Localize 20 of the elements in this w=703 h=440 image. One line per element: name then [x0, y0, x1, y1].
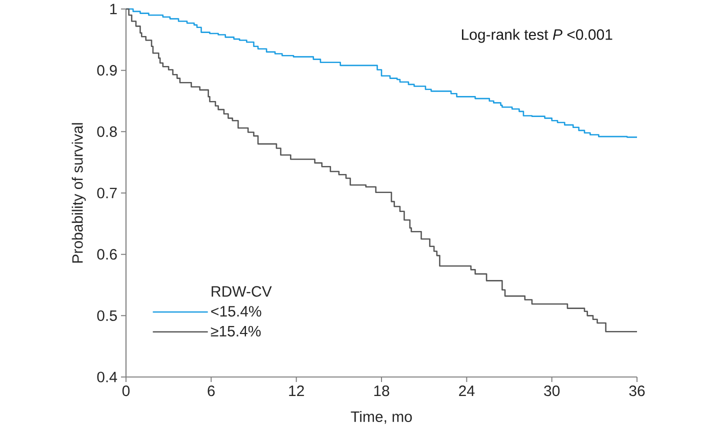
y-axis-title: Probability of survival	[72, 123, 86, 263]
x-tick-label: 6	[208, 386, 215, 396]
legend-title: RDW-CV	[212, 286, 272, 297]
y-tick-label: 0.9	[97, 65, 117, 76]
x-tick-label: 12	[289, 386, 304, 396]
y-tick-label: 1	[110, 4, 117, 14]
annotation: Log-rank test P <0.001	[462, 28, 612, 43]
x-tick-label: 24	[459, 386, 475, 396]
x-tick-label: 0	[122, 386, 130, 396]
y-tick-label: 0.7	[97, 188, 117, 198]
legend-label: <15.4%	[211, 306, 262, 317]
y-tick-label: 0.5	[97, 310, 117, 321]
legend-label: ≥15.4%	[210, 326, 261, 336]
y-tick-label: 0.8	[97, 126, 117, 137]
y-tick-label: 0.6	[97, 249, 117, 260]
x-tick-label: 36	[629, 386, 645, 396]
x-tick-label: 30	[544, 386, 560, 396]
x-axis-title: Time, mo	[350, 410, 412, 424]
x-tick-label: 18	[374, 386, 390, 396]
y-tick-label: 0.4	[97, 372, 118, 382]
